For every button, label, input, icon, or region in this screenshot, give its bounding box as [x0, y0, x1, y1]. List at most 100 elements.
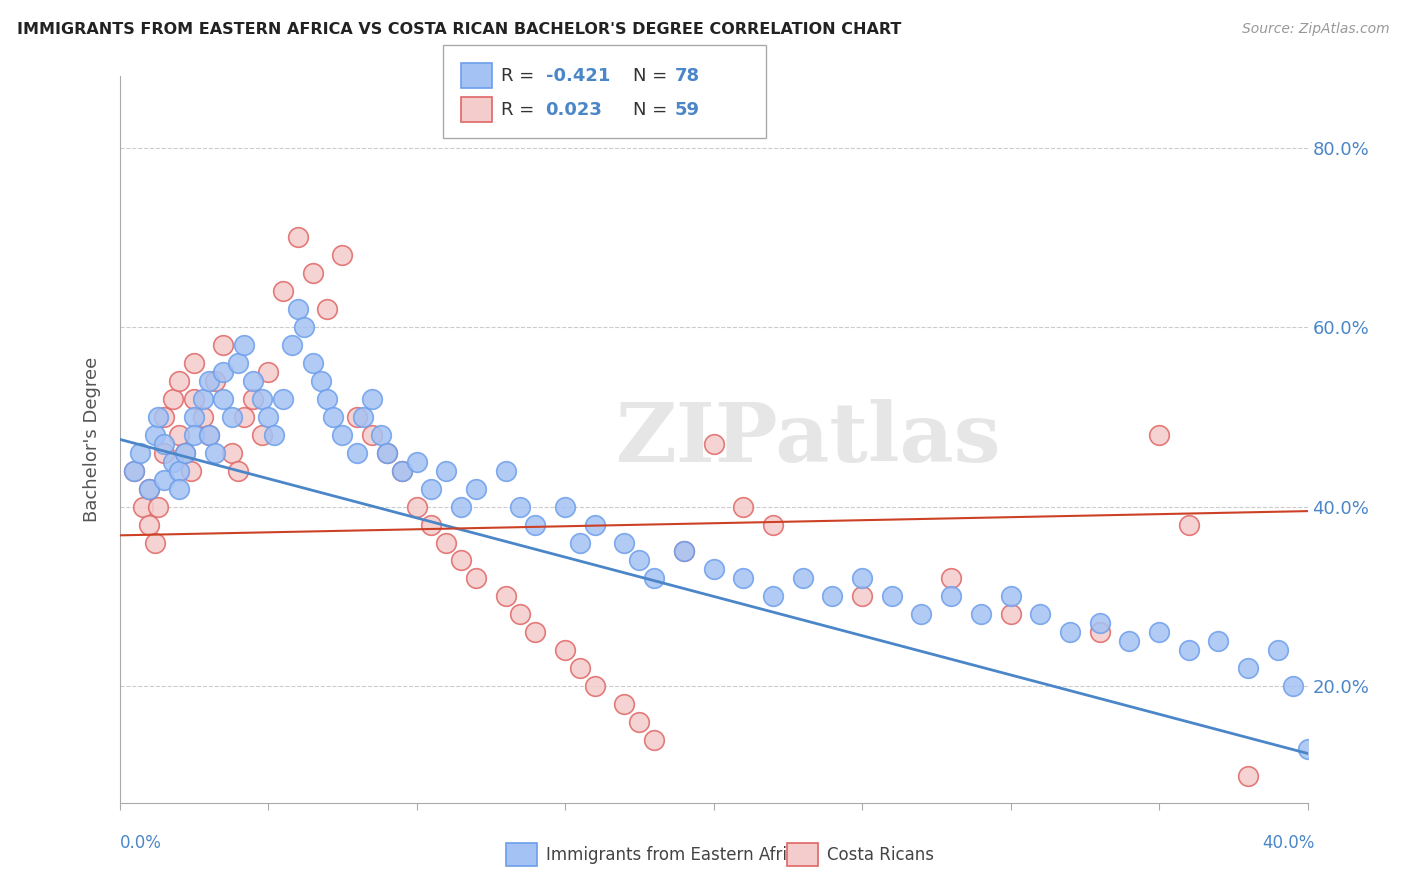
Point — [263, 427, 285, 442]
Point — [271, 392, 294, 406]
Point — [361, 427, 384, 442]
Point — [733, 500, 755, 514]
Point — [183, 427, 205, 442]
Point — [464, 571, 488, 585]
Point — [233, 409, 256, 424]
Text: -0.421: -0.421 — [546, 67, 610, 85]
Point — [204, 374, 226, 388]
Point — [281, 338, 304, 352]
Point — [391, 464, 413, 478]
Text: 59: 59 — [675, 101, 700, 119]
Point — [257, 409, 280, 424]
Point — [221, 446, 243, 460]
Point — [301, 266, 323, 280]
Point — [613, 535, 636, 549]
Point — [1178, 517, 1201, 532]
Point — [1237, 769, 1260, 783]
Text: N =: N = — [633, 67, 672, 85]
Text: 0.0%: 0.0% — [120, 834, 162, 852]
Point — [643, 571, 665, 585]
Point — [420, 482, 443, 496]
Point — [1029, 607, 1052, 622]
Point — [613, 697, 636, 711]
Point — [910, 607, 932, 622]
Text: ZIPatlas: ZIPatlas — [616, 400, 1001, 479]
Point — [628, 714, 651, 729]
Point — [153, 473, 176, 487]
Text: R =: R = — [501, 67, 540, 85]
Point — [204, 446, 226, 460]
Point — [434, 535, 457, 549]
Point — [1147, 625, 1170, 640]
Point — [228, 464, 250, 478]
Point — [583, 517, 606, 532]
Point — [346, 446, 368, 460]
Point — [167, 482, 190, 496]
Point — [197, 427, 219, 442]
Point — [762, 590, 785, 604]
Point — [941, 590, 963, 604]
Point — [322, 409, 344, 424]
Point — [167, 464, 190, 478]
Point — [509, 607, 531, 622]
Point — [212, 365, 235, 379]
Point — [733, 571, 755, 585]
Point — [183, 392, 205, 406]
Point — [233, 338, 256, 352]
Point — [554, 643, 576, 657]
Point — [250, 427, 273, 442]
Point — [153, 409, 176, 424]
Point — [311, 374, 333, 388]
Point — [271, 284, 294, 298]
Point — [330, 248, 353, 262]
Point — [316, 392, 339, 406]
Point — [583, 679, 606, 693]
Point — [941, 571, 963, 585]
Point — [146, 500, 169, 514]
Text: R =: R = — [501, 101, 540, 119]
Point — [138, 517, 160, 532]
Text: IMMIGRANTS FROM EASTERN AFRICA VS COSTA RICAN BACHELOR'S DEGREE CORRELATION CHAR: IMMIGRANTS FROM EASTERN AFRICA VS COSTA … — [17, 22, 901, 37]
Point — [287, 302, 309, 317]
Point — [242, 392, 264, 406]
Point — [703, 562, 725, 576]
Point — [1281, 679, 1303, 693]
Point — [495, 464, 517, 478]
Point — [524, 517, 547, 532]
Text: 40.0%: 40.0% — [1263, 834, 1315, 852]
Point — [970, 607, 993, 622]
Text: 0.023: 0.023 — [546, 101, 602, 119]
Point — [672, 544, 695, 558]
Point — [153, 437, 176, 451]
Point — [1267, 643, 1289, 657]
Point — [124, 464, 146, 478]
Point — [292, 320, 315, 334]
Point — [146, 409, 169, 424]
Point — [221, 409, 243, 424]
Text: Source: ZipAtlas.com: Source: ZipAtlas.com — [1241, 22, 1389, 37]
Point — [287, 230, 309, 244]
Point — [191, 409, 214, 424]
Point — [330, 427, 353, 442]
Point — [257, 365, 280, 379]
Point — [464, 482, 488, 496]
Point — [1208, 634, 1230, 648]
Text: Costa Ricans: Costa Ricans — [827, 846, 934, 863]
Point — [1000, 607, 1022, 622]
Point — [167, 427, 190, 442]
Point — [554, 500, 576, 514]
Point — [821, 590, 844, 604]
Y-axis label: Bachelor's Degree: Bachelor's Degree — [83, 357, 101, 522]
Point — [672, 544, 695, 558]
Point — [370, 427, 392, 442]
Text: N =: N = — [633, 101, 672, 119]
Point — [762, 517, 785, 532]
Point — [124, 464, 146, 478]
Point — [162, 455, 184, 469]
Point — [242, 374, 264, 388]
Point — [180, 464, 202, 478]
Point — [434, 464, 457, 478]
Point — [212, 392, 235, 406]
Point — [250, 392, 273, 406]
Point — [375, 446, 398, 460]
